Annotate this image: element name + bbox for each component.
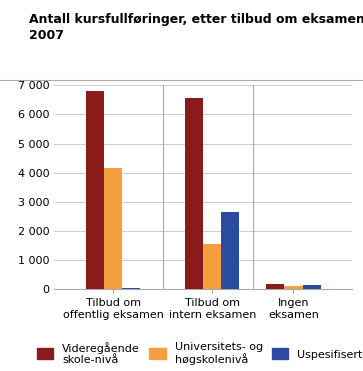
Bar [86,91,104,289]
Bar [266,283,285,289]
Bar [285,286,302,289]
Bar [302,285,321,289]
Bar [104,168,122,289]
Bar [221,212,239,289]
Bar [203,244,221,289]
Bar [122,288,140,289]
Text: Antall kursfullføringer, etter tilbud om eksamen og nivå.
2007: Antall kursfullføringer, etter tilbud om… [29,11,363,42]
Bar [185,98,203,289]
Legend: Videregående
skole-nivå, Universitets- og
høgskolenivå, Uspesifisert: Videregående skole-nivå, Universitets- o… [37,342,363,365]
